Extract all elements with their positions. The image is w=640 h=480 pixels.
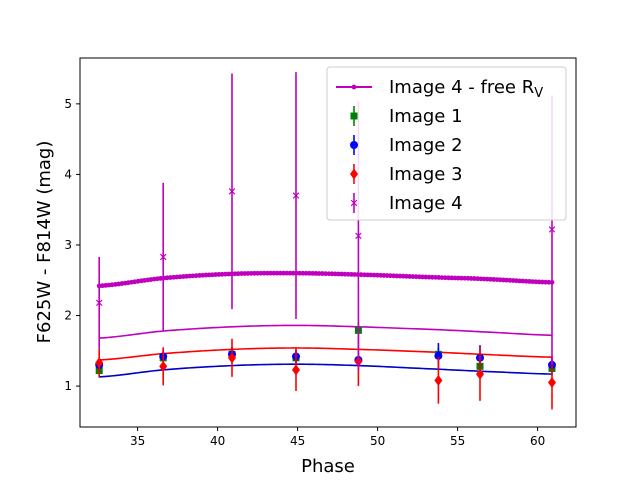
- legend: Image 4 - free RV Image 1 Image 2 Image 3 Im…: [326, 66, 567, 221]
- plot-frame: [79, 57, 577, 428]
- legend-marker: [350, 199, 358, 207]
- data-point: [434, 374, 443, 386]
- legend-marker-stroke-b: [350, 199, 358, 207]
- data-point-stroke-b: [292, 192, 300, 199]
- model-curve-2: [99, 324, 553, 339]
- data-point-stroke-b: [228, 188, 236, 195]
- data-point: [292, 364, 300, 376]
- data-point: [228, 352, 236, 364]
- legend-label-subscript: V: [534, 86, 543, 101]
- data-point: [548, 226, 556, 233]
- y-axis: 1 2 3 4 5: [64, 97, 80, 393]
- y-tick-label: 1: [64, 379, 72, 393]
- legend-label: Image 4: [389, 193, 463, 214]
- data-point: [476, 368, 484, 380]
- x-tick-label: 60: [530, 434, 545, 448]
- data-point: [292, 192, 300, 199]
- data-point-stroke-b: [355, 232, 362, 240]
- model-curve-3: [99, 347, 553, 361]
- x-tick-label: 40: [210, 434, 225, 448]
- y-tick-label: 3: [64, 238, 72, 252]
- data-point-stroke-b: [548, 226, 556, 233]
- legend-label: Image 3: [389, 164, 463, 185]
- legend-item: Image 4: [350, 193, 463, 214]
- y-tick-label: 2: [64, 309, 72, 323]
- x-tick-label: 55: [450, 434, 465, 448]
- data-point: [355, 232, 362, 240]
- y-axis-label: F625W - F814W (mag): [34, 141, 55, 344]
- model-curve-1: [96, 270, 555, 289]
- plot-area: [95, 72, 556, 410]
- x-tick-label: 45: [290, 434, 305, 448]
- data-point: [95, 299, 103, 307]
- model-curve-line: [99, 347, 553, 361]
- x-axis: 35 40 45 50 55 60: [130, 427, 545, 448]
- model-curve-4: [99, 363, 553, 378]
- legend-item: Image 1: [350, 106, 463, 127]
- legend-item: Image 2: [350, 135, 463, 156]
- data-point-stroke-b: [95, 299, 103, 307]
- legend-item: Image 3: [350, 164, 463, 185]
- data-point: [159, 360, 168, 372]
- x-tick-label: 50: [370, 434, 385, 448]
- data-point: [548, 377, 556, 389]
- model-curve-line: [99, 363, 553, 378]
- data-point: [434, 351, 443, 360]
- legend-item: Image 4 - free RV: [336, 77, 543, 101]
- legend-marker: [350, 168, 358, 180]
- legend-label: Image 4 - free RV: [389, 77, 543, 101]
- data-point: [159, 253, 167, 261]
- model-curve-line: [99, 324, 553, 339]
- legend-label: Image 1: [389, 106, 463, 127]
- legend-dot: [351, 84, 357, 90]
- legend-label: Image 2: [389, 135, 463, 156]
- y-tick-label: 5: [64, 97, 72, 111]
- x-axis-label: Phase: [301, 456, 355, 477]
- series-image-3: [95, 336, 556, 410]
- y-tick-label: 4: [64, 167, 72, 181]
- legend-marker: [350, 141, 358, 149]
- legend-marker: [350, 112, 358, 120]
- data-point: [228, 188, 236, 195]
- data-point-stroke-b: [159, 253, 167, 261]
- legend-box: [326, 66, 567, 221]
- x-tick-label: 35: [130, 434, 145, 448]
- data-point: [95, 357, 104, 369]
